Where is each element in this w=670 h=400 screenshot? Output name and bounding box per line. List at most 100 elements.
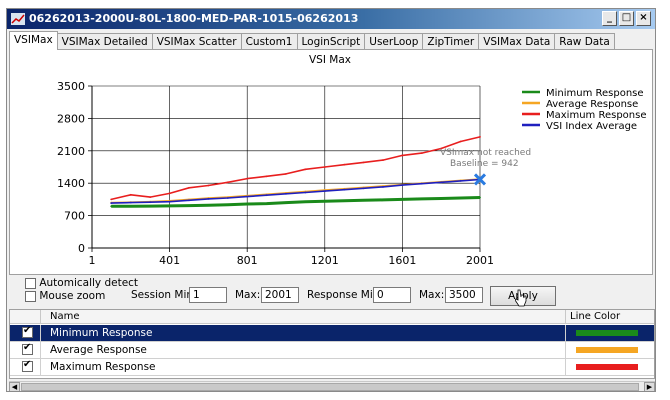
data-point	[168, 192, 171, 195]
data-point	[129, 205, 132, 208]
data-point	[226, 203, 229, 206]
data-point	[129, 201, 132, 204]
tab-strip: VSIMax VSIMax Detailed VSIMax Scatter Cu…	[9, 31, 615, 50]
title-bar[interactable]: 06262013-2000U-80L-1800-MED-PAR-1015-062…	[7, 9, 655, 29]
data-point	[343, 199, 346, 202]
data-point	[304, 200, 307, 203]
legend-label: Maximum Response	[546, 110, 646, 121]
data-point	[285, 201, 287, 204]
legend-label: Minimum Response	[546, 88, 644, 99]
data-point	[382, 199, 384, 201]
data-point	[246, 195, 249, 198]
vsi-max-chart[interactable]: VSI Max 0 700 1400 2100 2800 3500 1 401 801 1201…	[10, 50, 652, 274]
data-point	[246, 177, 249, 180]
data-point	[285, 192, 287, 195]
chart-panel: VSI Max 0 700 1400 2100 2800 3500 1 401 801 1201…	[9, 49, 653, 275]
minimize-button[interactable]: _	[602, 11, 617, 26]
x-tick-label: 1601	[388, 254, 416, 267]
scroll-left-arrow-icon[interactable]: ◀	[9, 382, 20, 391]
maximize-button[interactable]: □	[619, 11, 634, 26]
line-color-swatch[interactable]	[576, 330, 638, 336]
scroll-right-arrow-icon[interactable]: ▶	[644, 382, 655, 391]
data-point	[285, 173, 287, 175]
mouse-zoom-row[interactable]: Mouse zoom	[25, 290, 105, 302]
tab-vsimax[interactable]: VSIMax	[9, 31, 58, 50]
app-window: 06262013-2000U-80L-1800-MED-PAR-1015-062…	[6, 8, 656, 392]
data-point	[188, 199, 190, 202]
data-point	[420, 198, 423, 200]
data-point	[440, 181, 443, 184]
auto-detect-label: Automically detect	[39, 277, 139, 289]
data-point	[459, 140, 462, 143]
y-tick-label: 1400	[57, 177, 85, 190]
data-point	[304, 191, 307, 194]
row-checkbox[interactable]	[22, 359, 33, 372]
data-point	[226, 197, 229, 199]
grid-row-maximum[interactable]: Maximum Response	[10, 359, 654, 376]
mouse-zoom-checkbox[interactable]	[25, 290, 36, 302]
row-name: Average Response	[50, 344, 147, 356]
data-point	[401, 184, 404, 187]
header-name[interactable]: Name	[50, 311, 80, 322]
tab-vsimax-scatter[interactable]: VSIMax Scatter	[151, 33, 242, 50]
tab-raw-data[interactable]: Raw Data	[554, 33, 615, 50]
data-point	[226, 181, 229, 184]
response-max-input[interactable]	[445, 287, 483, 303]
data-point	[246, 203, 249, 205]
window-buttons: _ □ ×	[602, 11, 651, 26]
row-checkbox[interactable]	[22, 325, 33, 338]
session-max-input[interactable]	[261, 287, 299, 303]
annotation-line1: VSImax not reached	[440, 148, 531, 158]
line-color-swatch[interactable]	[576, 364, 638, 370]
x-tick-label: 1201	[311, 254, 339, 267]
scroll-thumb[interactable]	[21, 383, 639, 391]
data-point	[188, 186, 190, 189]
chart-grid	[91, 85, 481, 249]
data-point	[420, 152, 423, 154]
app-icon	[11, 13, 25, 25]
tab-userloop[interactable]: UserLoop	[364, 33, 424, 50]
auto-detect-checkbox[interactable]	[25, 277, 36, 289]
data-point	[129, 193, 132, 196]
data-point	[110, 205, 113, 208]
data-point	[382, 159, 384, 161]
vsimax-marker-icon	[473, 173, 487, 186]
data-point	[207, 184, 210, 187]
data-point	[343, 188, 346, 191]
data-point	[479, 136, 481, 138]
tab-vsimax-data[interactable]: VSIMax Data	[478, 33, 556, 50]
tab-loginscript[interactable]: LoginScript	[296, 33, 366, 50]
response-min-label: Response Min:	[307, 289, 383, 301]
tab-custom1[interactable]: Custom1	[240, 33, 298, 50]
horizontal-scrollbar[interactable]: ◀ ▶	[9, 381, 655, 391]
data-point	[362, 161, 365, 164]
data-point	[362, 199, 365, 202]
session-min-label: Session Min:	[131, 289, 197, 301]
auto-detect-row[interactable]: Automically detect	[25, 277, 138, 289]
close-button[interactable]: ×	[636, 11, 651, 26]
data-point	[207, 198, 210, 200]
x-tick-label: 2001	[466, 254, 494, 267]
series-grid: Name Line Color Minimum Response Average…	[9, 309, 655, 379]
data-point	[343, 163, 346, 166]
grid-row-minimum[interactable]: Minimum Response	[10, 325, 654, 342]
header-line-color[interactable]: Line Color	[570, 311, 621, 322]
tab-vsimax-detailed[interactable]: VSIMax Detailed	[56, 33, 153, 50]
series-line-minimum-response	[111, 196, 481, 208]
data-point	[188, 204, 190, 207]
response-min-input[interactable]	[373, 287, 411, 303]
data-point	[149, 196, 152, 199]
line-color-swatch[interactable]	[576, 347, 638, 353]
grid-row-average[interactable]: Average Response	[10, 342, 654, 359]
tab-ziptimer[interactable]: ZipTimer	[422, 33, 480, 50]
session-min-input[interactable]	[189, 287, 227, 303]
row-name: Minimum Response	[50, 327, 153, 339]
row-checkbox[interactable]	[22, 342, 33, 355]
x-tick-label: 401	[159, 254, 180, 267]
data-point	[440, 147, 443, 150]
window-title: 06262013-2000U-80L-1800-MED-PAR-1015-062…	[29, 12, 359, 25]
filter-controls: Automically detect Mouse zoom Session Mi…	[21, 277, 651, 307]
data-point	[168, 200, 171, 203]
y-tick-label: 3500	[57, 80, 85, 93]
